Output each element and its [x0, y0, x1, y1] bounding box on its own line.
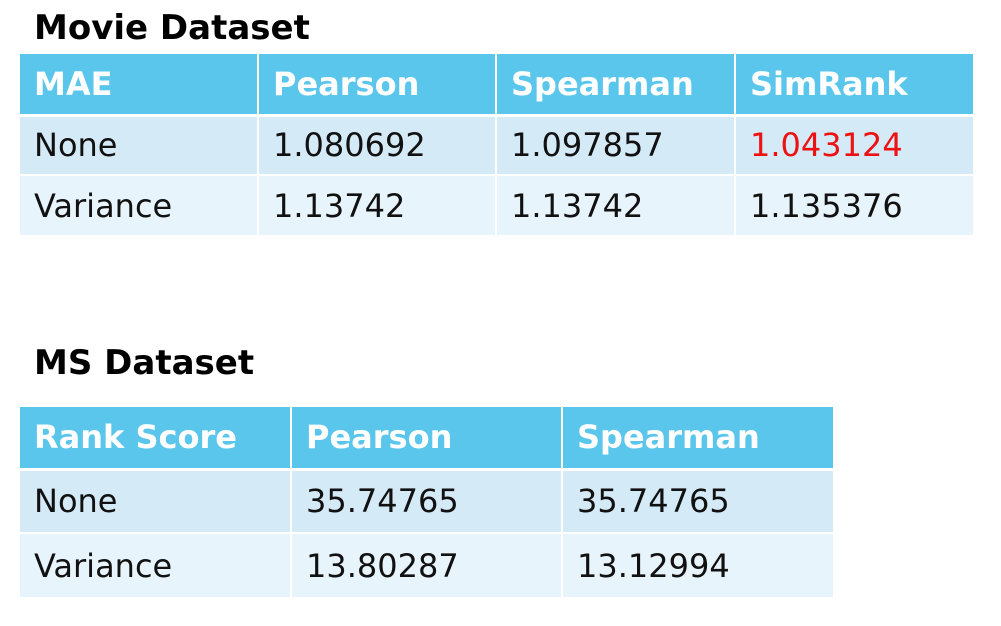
row-label: Variance	[20, 174, 258, 235]
table-row: Variance 1.13742 1.13742 1.135376	[20, 174, 973, 235]
table-cell: 1.13742	[257, 174, 496, 235]
table-row: None 1.080692 1.097857 1.043124	[20, 114, 973, 175]
table-cell: 13.12994	[561, 532, 833, 597]
table-cell: 1.080692	[257, 114, 496, 175]
ms-dataset-title: MS Dataset	[34, 343, 255, 383]
row-label: None	[20, 468, 291, 533]
column-header-rank-score: Rank Score	[20, 407, 291, 471]
row-label: None	[20, 114, 258, 175]
column-header-mae: MAE	[20, 54, 258, 117]
column-header-spearman: Spearman	[495, 54, 735, 117]
table-cell: 1.135376	[734, 174, 973, 235]
table-row: None 35.74765 35.74765	[20, 468, 833, 533]
movie-dataset-title: Movie Dataset	[34, 8, 310, 48]
ms-dataset-table: Rank Score Pearson Spearman None 35.7476…	[20, 407, 833, 597]
table-cell: 35.74765	[561, 468, 833, 533]
movie-dataset-table: MAE Pearson Spearman SimRank None 1.0806…	[20, 54, 973, 235]
table-cell: 13.80287	[290, 532, 562, 597]
highlighted-best-cell: 1.043124	[734, 114, 973, 175]
table-cell: 1.13742	[495, 174, 735, 235]
column-header-simrank: SimRank	[734, 54, 973, 117]
table-cell: 1.097857	[495, 114, 735, 175]
row-label: Variance	[20, 532, 291, 597]
column-header-pearson: Pearson	[257, 54, 496, 117]
table-header-row: Rank Score Pearson Spearman	[20, 407, 833, 471]
table-header-row: MAE Pearson Spearman SimRank	[20, 54, 973, 117]
column-header-spearman: Spearman	[561, 407, 833, 471]
table-cell: 35.74765	[290, 468, 562, 533]
column-header-pearson: Pearson	[290, 407, 562, 471]
table-row: Variance 13.80287 13.12994	[20, 532, 833, 597]
